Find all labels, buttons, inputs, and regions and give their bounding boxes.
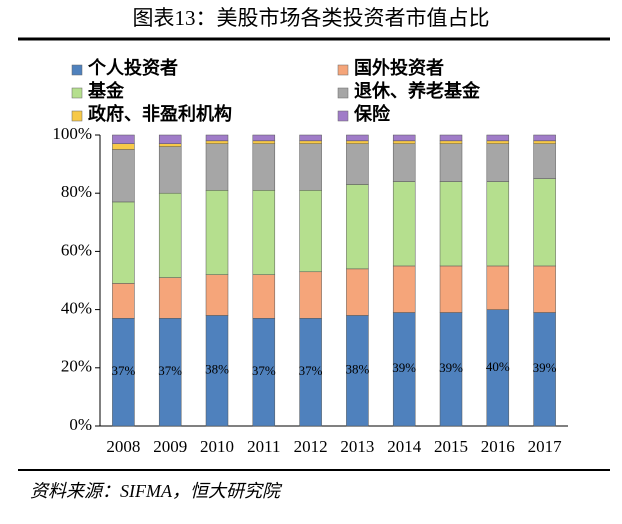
bar-segment: [299, 143, 322, 191]
legend-label: 政府、非盈利机构: [88, 103, 232, 124]
data-label: 37%: [158, 363, 182, 378]
bar-segment: [346, 143, 369, 185]
bar-segment: [205, 140, 229, 144]
x-tick-label: 2012: [294, 437, 328, 456]
bar-segment: [112, 143, 135, 150]
data-label: 37%: [111, 363, 135, 378]
x-tick-label: 2015: [434, 437, 468, 456]
bar-segment: [486, 143, 510, 182]
y-tick-label: 20%: [61, 357, 92, 376]
x-tick-label: 2009: [153, 437, 187, 456]
bar-segment: [486, 134, 510, 142]
data-label: 38%: [205, 362, 229, 377]
bar-segment: [346, 184, 369, 270]
legend-swatch: [71, 87, 83, 99]
bar-segment: [158, 143, 182, 147]
x-tick-label: 2016: [481, 437, 515, 456]
bar-segment: [252, 140, 276, 144]
data-label: 37%: [252, 363, 276, 378]
data-label: 40%: [486, 359, 510, 374]
bar-segment: [439, 181, 463, 267]
bar-segment: [392, 140, 416, 144]
bar-segment: [486, 265, 510, 310]
bar-segment: [158, 192, 182, 278]
bar-segment: [299, 140, 322, 144]
bar-segment: [299, 134, 322, 142]
x-tick-label: 2014: [387, 437, 422, 456]
legend-swatch: [337, 110, 349, 122]
bar-segment: [439, 265, 463, 313]
bar-segment: [439, 134, 463, 142]
bar-segment: [533, 134, 556, 142]
legend-swatch: [71, 110, 83, 122]
x-tick-label: 2008: [106, 437, 140, 456]
x-tick-label: 2011: [247, 437, 280, 456]
bar-segment: [299, 190, 322, 273]
bar-segment: [533, 140, 556, 144]
bar-segment: [486, 140, 510, 144]
y-tick-label: 60%: [61, 240, 92, 259]
data-label: 38%: [345, 362, 369, 377]
bar-segment: [299, 271, 322, 319]
y-tick-label: 0%: [69, 415, 92, 434]
bar-segment: [205, 143, 229, 191]
bar-segment: [158, 134, 182, 144]
bar-segment: [112, 149, 135, 203]
bar-segment: [533, 178, 556, 267]
bar-segment: [112, 134, 135, 144]
bar-segment: [439, 140, 463, 144]
legend-swatch: [337, 64, 349, 76]
bar-segment: [158, 146, 182, 194]
legend-label: 国外投资者: [354, 57, 444, 78]
legend-swatch: [71, 64, 83, 76]
source: 资料来源：SIFMA，恒大研究院: [30, 481, 283, 501]
data-label: 39%: [392, 360, 416, 375]
legend-label: 退休、养老基金: [354, 80, 481, 101]
bar-segment: [439, 143, 463, 182]
bar-segment: [533, 265, 556, 313]
data-label: 37%: [299, 363, 323, 378]
bar-segment: [392, 134, 416, 142]
x-tick-label: 2013: [340, 437, 374, 456]
x-tick-label: 2017: [528, 437, 563, 456]
bar-segment: [252, 143, 276, 191]
legend-label: 保险: [353, 103, 391, 124]
x-tick-label: 2010: [200, 437, 234, 456]
data-label: 39%: [533, 360, 557, 375]
y-tick-label: 80%: [61, 182, 92, 201]
bar-segment: [346, 140, 369, 144]
bar-segment: [205, 190, 229, 275]
bar-segment: [112, 283, 135, 319]
legend-swatch: [337, 87, 349, 99]
chart-title: 图表13：美股市场各类投资者市值占比: [133, 6, 490, 30]
bar-segment: [252, 190, 276, 275]
bar-segment: [158, 277, 182, 319]
bar-segment: [346, 134, 369, 142]
y-tick-label: 40%: [61, 299, 92, 318]
bar-segment: [486, 181, 510, 267]
bar-segment: [205, 134, 229, 142]
bar-segment: [346, 268, 369, 316]
bar-segment: [392, 265, 416, 313]
bar-segment: [533, 143, 556, 179]
bar-segment: [252, 274, 276, 319]
bar-segment: [112, 201, 135, 284]
legend-label: 基金: [87, 80, 125, 101]
bar-segment: [392, 143, 416, 182]
data-label: 39%: [439, 360, 463, 375]
bar-segment: [205, 274, 229, 316]
legend-label: 个人投资者: [87, 57, 178, 78]
bar-segment: [392, 181, 416, 267]
bar-segment: [252, 134, 276, 142]
y-tick-label: 100%: [52, 124, 92, 143]
